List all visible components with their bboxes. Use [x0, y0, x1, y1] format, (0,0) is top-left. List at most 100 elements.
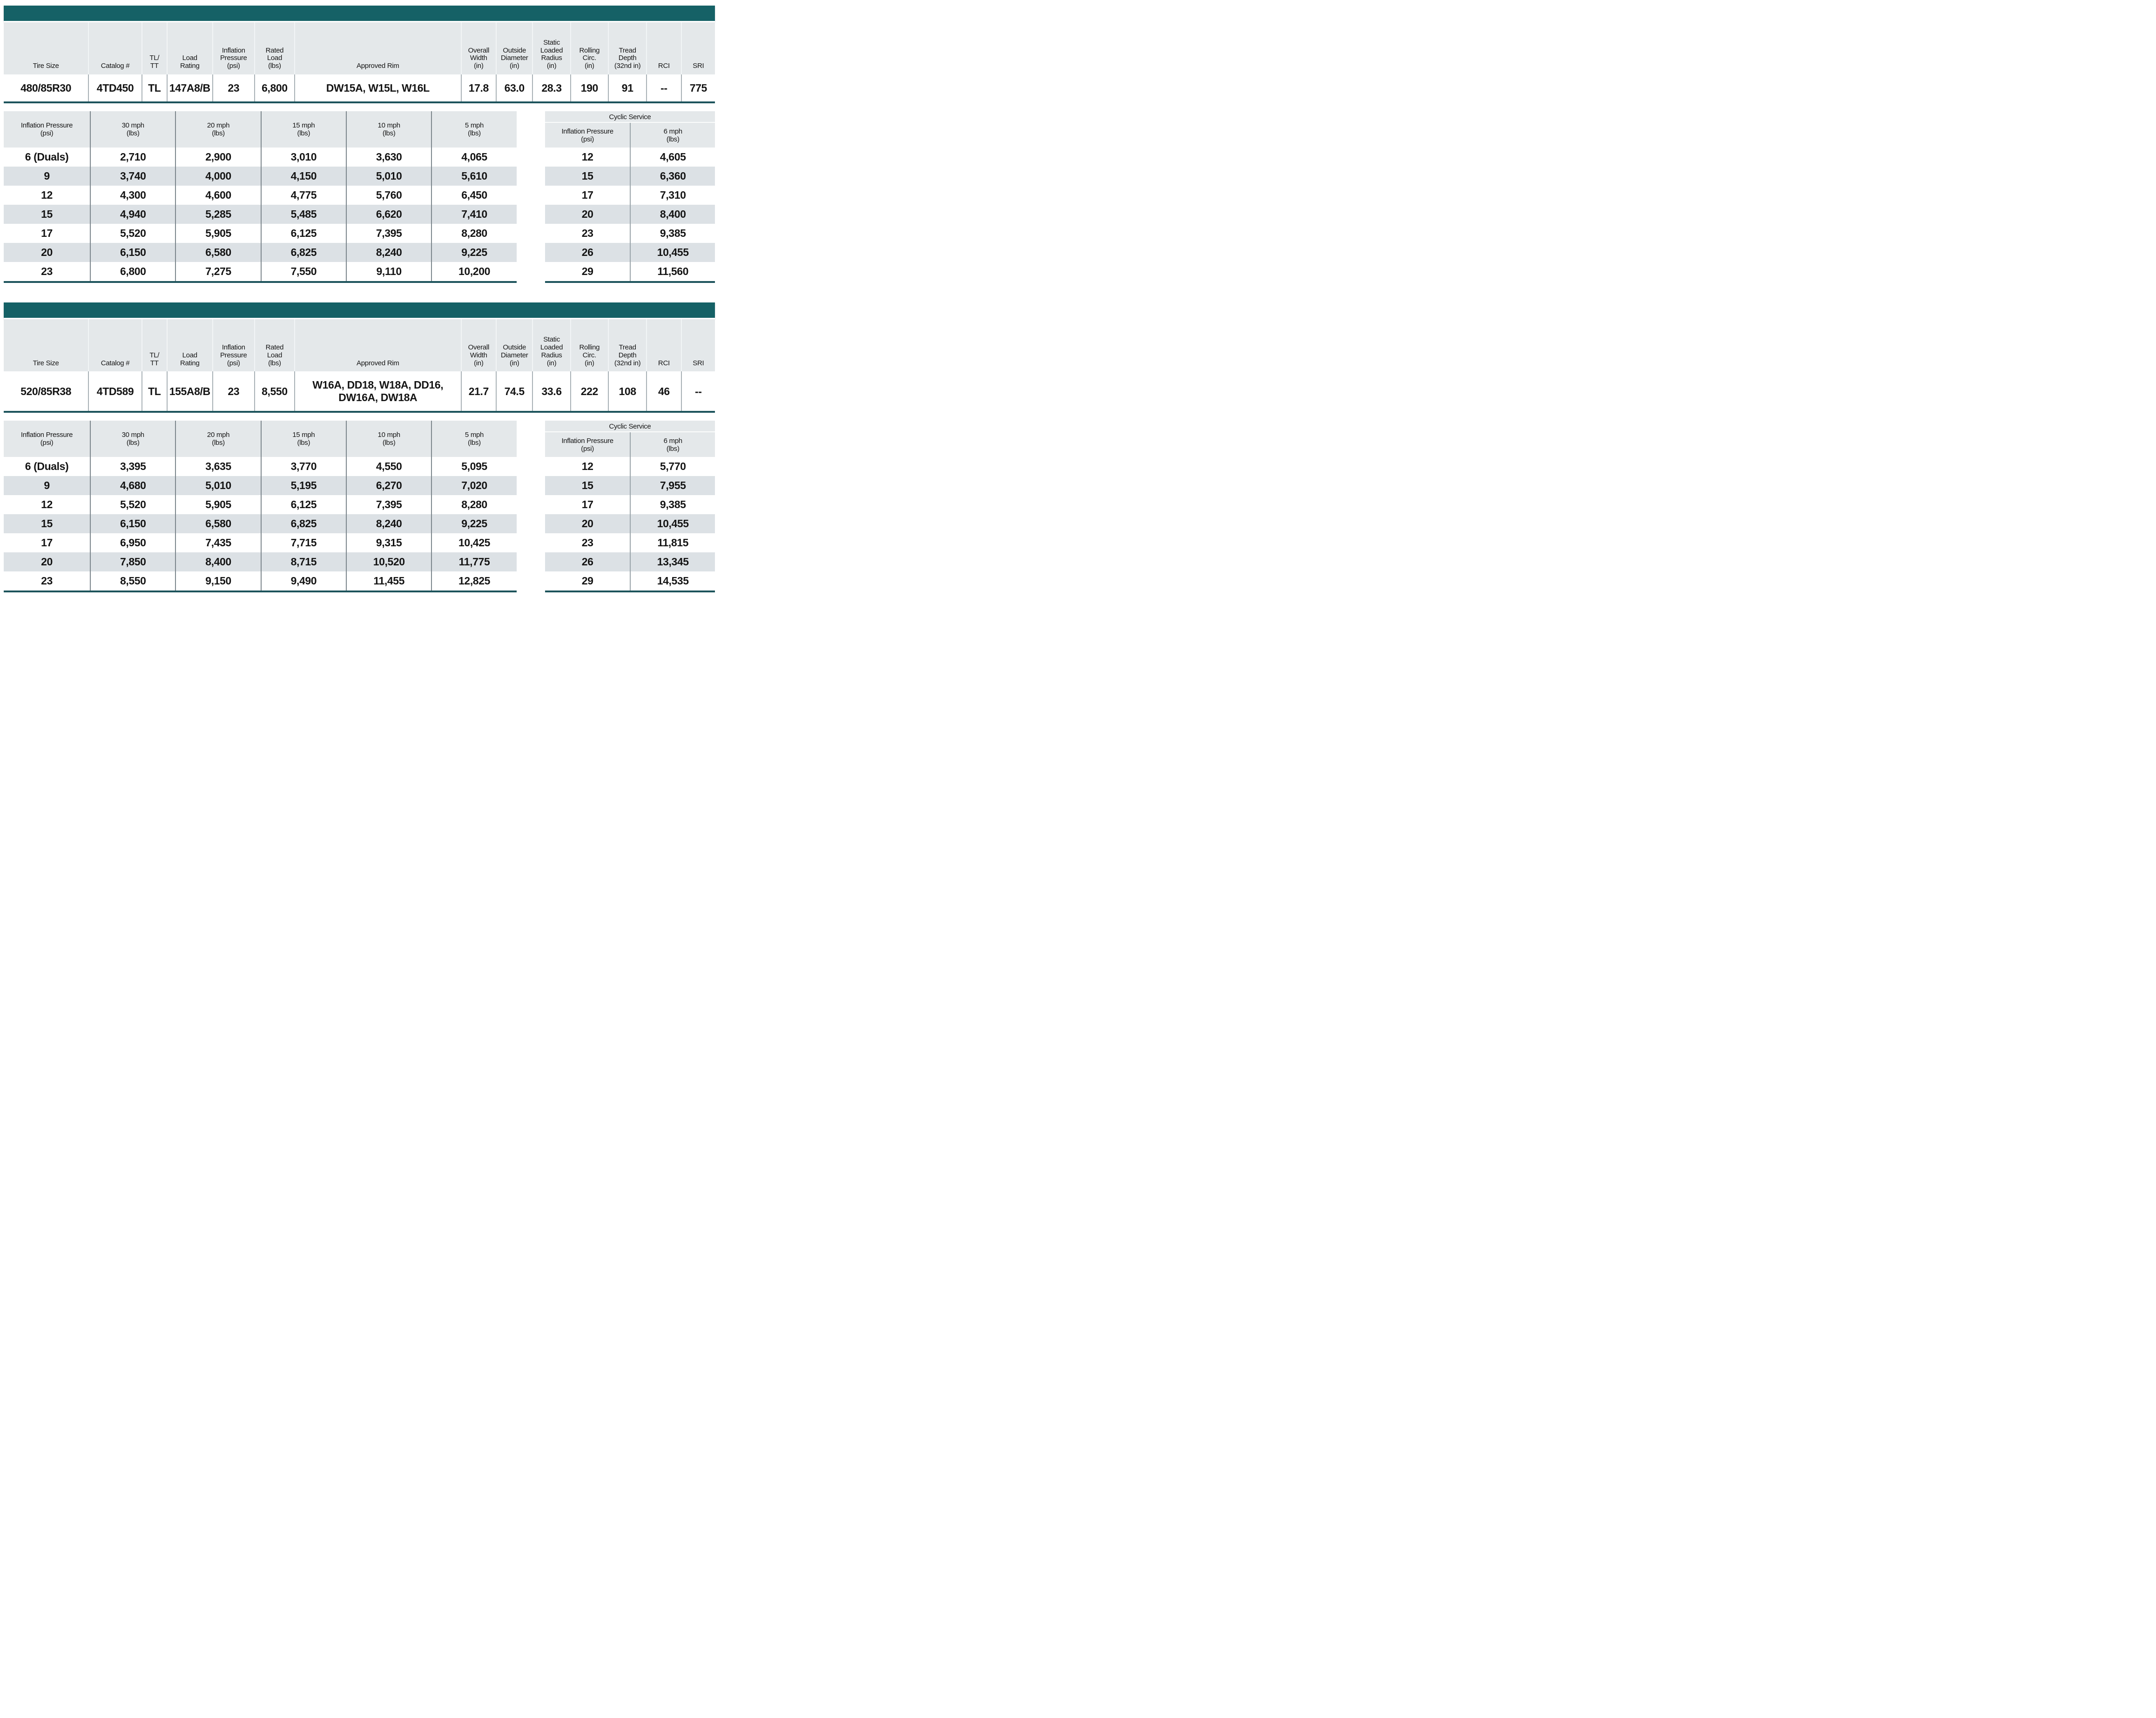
spec-column-header: Rated Load (lbs) — [254, 319, 294, 372]
cyclic-load-cell: 13,345 — [630, 552, 715, 572]
table-row: 26 10,455 — [545, 243, 715, 262]
table-row: Tire Size Catalog # TL/ TT Load Rating Infla… — [4, 319, 715, 372]
spec-column-header: Rolling Circ. (in) — [570, 22, 608, 74]
inflation-pressure-cell: 12 — [545, 457, 630, 476]
load-value-cell: 10,200 — [431, 262, 517, 282]
spec-value-cell: 480/85R30 — [4, 74, 88, 102]
load-value-cell: 8,715 — [260, 552, 346, 572]
load-value-cell: 8,240 — [346, 243, 431, 262]
spec-table-body: 520/85R38 4TD589 TL 155A8/B 23 8,550 W16A, DD1… — [4, 371, 715, 411]
cyclic-service-title: Cyclic Service — [545, 111, 715, 123]
table-row: Inflation Pressure (psi) 6 mph (lbs) — [545, 432, 715, 457]
load-value-cell: 11,775 — [431, 552, 517, 572]
inflation-pressure-cell: 29 — [545, 571, 630, 591]
load-tables-row: Inflation Pressure (psi) 30 mph (lbs) 20 m… — [4, 111, 715, 283]
load-value-cell: 5,195 — [260, 476, 346, 496]
cyclic-service-table: Cyclic Service Inflation Pressure (psi) 6… — [545, 111, 715, 282]
load-value-cell: 9,150 — [175, 571, 261, 591]
table-row: 20 7,850 8,400 8,715 10,520 11,775 — [4, 552, 517, 572]
load-value-cell: 6,270 — [346, 476, 431, 496]
load-table-body: 6 (Duals) 3,395 3,635 3,770 4,550 5,095 … — [4, 457, 517, 591]
inflation-pressure-cell: 17 — [4, 533, 90, 553]
spec-column-header: Approved Rim — [294, 22, 461, 74]
table-row: 23 11,815 — [545, 533, 715, 553]
table-row: Cyclic Service — [545, 111, 715, 123]
table-row: 9 3,740 4,000 4,150 5,010 5,610 — [4, 167, 517, 186]
spec-value-cell: 108 — [607, 371, 647, 411]
inflation-pressure-cell: 20 — [545, 205, 630, 224]
load-column-header: 15 mph (lbs) — [260, 111, 346, 148]
table-row: 15 4,940 5,285 5,485 6,620 7,410 — [4, 205, 517, 224]
inflation-pressure-cell: 9 — [4, 476, 90, 496]
cyclic-load-cell: 11,560 — [630, 262, 715, 282]
spec-value-cell: 4TD450 — [88, 74, 141, 102]
cyclic-table-body: 12 4,605 15 6,360 17 7,310 — [545, 148, 715, 282]
spec-column-header: Catalog # — [88, 22, 141, 74]
load-column-header: 10 mph (lbs) — [346, 421, 431, 457]
spec-column-header: Approved Rim — [294, 319, 461, 372]
spec-column-header: Inflation Pressure (psi) — [212, 22, 254, 74]
spec-value-cell: 6,800 — [254, 74, 294, 102]
load-value-cell: 9,110 — [346, 262, 431, 282]
cyclic-service-table-wrap: Cyclic Service Inflation Pressure (psi) 6… — [545, 111, 715, 283]
inflation-pressure-cell: 15 — [4, 514, 90, 534]
spec-column-header: Overall Width (in) — [460, 319, 496, 372]
load-value-cell: 7,395 — [346, 224, 431, 243]
load-inflation-table: Inflation Pressure (psi) 30 mph (lbs) 20 m… — [4, 111, 517, 282]
cyclic-load-cell: 7,310 — [630, 186, 715, 205]
tire-section-520-85r38: Tire Size Catalog # TL/ TT Load Rating Infla… — [4, 302, 715, 593]
spec-value-cell: 63.0 — [496, 74, 532, 102]
spec-column-header: SRI — [680, 319, 715, 372]
spec-value-cell: TL — [141, 371, 167, 411]
load-value-cell: 4,550 — [346, 457, 431, 476]
inflation-pressure-cell: 17 — [545, 495, 630, 515]
inflation-pressure-cell: 12 — [545, 148, 630, 167]
table-row: 12 5,770 — [545, 457, 715, 476]
table-row: Inflation Pressure (psi) 30 mph (lbs) 20 m… — [4, 421, 517, 457]
load-value-cell: 5,095 — [431, 457, 517, 476]
cyclic-column-header: Inflation Pressure (psi) — [545, 123, 630, 148]
spec-value-cell: 33.6 — [532, 371, 570, 411]
load-value-cell: 4,065 — [431, 148, 517, 167]
load-value-cell: 5,010 — [346, 167, 431, 186]
load-value-cell: 4,300 — [90, 186, 175, 205]
load-value-cell: 5,520 — [90, 224, 175, 243]
load-value-cell: 4,940 — [90, 205, 175, 224]
load-value-cell: 5,285 — [175, 205, 261, 224]
load-value-cell: 3,395 — [90, 457, 175, 476]
load-value-cell: 5,010 — [175, 476, 261, 496]
spec-value-cell: 74.5 — [496, 371, 532, 411]
load-inflation-table-wrap: Inflation Pressure (psi) 30 mph (lbs) 20 m… — [4, 421, 517, 593]
spec-value-cell: 8,550 — [254, 371, 294, 411]
inflation-pressure-cell: 17 — [545, 186, 630, 205]
spec-column-header: RCI — [646, 22, 681, 74]
load-value-cell: 6,580 — [175, 243, 261, 262]
inflation-pressure-cell: 15 — [545, 167, 630, 186]
table-row: 12 5,520 5,905 6,125 7,395 8,280 — [4, 495, 517, 515]
load-value-cell: 12,825 — [431, 571, 517, 591]
inflation-pressure-cell: 26 — [545, 552, 630, 572]
load-value-cell: 6,125 — [260, 495, 346, 515]
table-row: 23 6,800 7,275 7,550 9,110 10,200 — [4, 262, 517, 282]
table-row: Inflation Pressure (psi) 6 mph (lbs) — [545, 123, 715, 148]
load-value-cell: 5,610 — [431, 167, 517, 186]
table-row: 15 6,150 6,580 6,825 8,240 9,225 — [4, 514, 517, 534]
load-value-cell: 5,760 — [346, 186, 431, 205]
cyclic-service-title: Cyclic Service — [545, 421, 715, 433]
load-value-cell: 8,550 — [90, 571, 175, 591]
load-value-cell: 10,520 — [346, 552, 431, 572]
spec-value-cell: TL — [141, 74, 167, 102]
cyclic-load-cell: 10,455 — [630, 243, 715, 262]
load-column-header: 20 mph (lbs) — [175, 421, 261, 457]
load-value-cell: 6,125 — [260, 224, 346, 243]
tire-spec-sheet: Tire Size Catalog # TL/ TT Load Rating Infla… — [0, 0, 719, 599]
table-row: 20 6,150 6,580 6,825 8,240 9,225 — [4, 243, 517, 262]
inflation-pressure-cell: 20 — [4, 552, 90, 572]
table-row: 6 (Duals) 3,395 3,635 3,770 4,550 5,095 — [4, 457, 517, 476]
load-value-cell: 6,825 — [260, 514, 346, 534]
load-column-header: 5 mph (lbs) — [431, 111, 517, 148]
inflation-pressure-cell: 17 — [4, 224, 90, 243]
spec-column-header: Inflation Pressure (psi) — [212, 319, 254, 372]
table-row: 23 9,385 — [545, 224, 715, 243]
load-value-cell: 3,740 — [90, 167, 175, 186]
